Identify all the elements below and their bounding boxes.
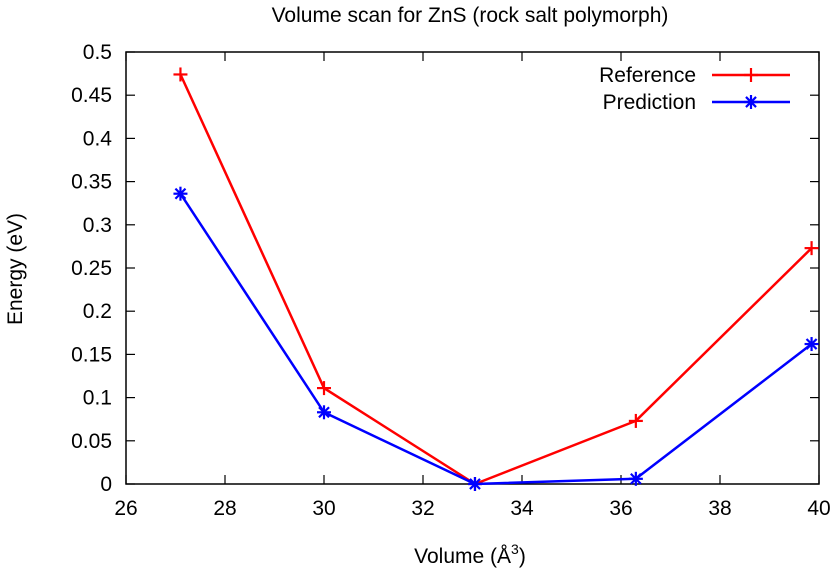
x-tick-label: 36 xyxy=(609,497,632,520)
y-tick-label: 0.45 xyxy=(71,84,112,107)
prediction-marker-d2 xyxy=(805,338,818,350)
legend-label-reference: Reference xyxy=(599,64,696,87)
x-tick-label: 34 xyxy=(510,497,534,520)
prediction-marker-d2 xyxy=(174,187,187,200)
prediction-marker-d2 xyxy=(318,406,330,419)
prediction-line xyxy=(179,193,813,486)
reference-point xyxy=(173,67,188,82)
prediction-point xyxy=(467,477,482,491)
prediction-point xyxy=(804,337,819,352)
y-tick-label: 0.1 xyxy=(83,387,112,410)
reference-point xyxy=(804,241,819,256)
y-tick-label: 0 xyxy=(100,473,112,496)
x-tick-label: 26 xyxy=(114,497,137,520)
x-tick-label: 38 xyxy=(708,497,731,520)
legend: Reference Prediction xyxy=(599,64,790,114)
y-tick-label: 0.05 xyxy=(71,430,112,453)
legend-marker-prediction-d2 xyxy=(745,96,757,108)
reference-line xyxy=(179,73,813,486)
y-tick-label: 0.4 xyxy=(83,127,113,150)
reference-series xyxy=(173,67,819,491)
y-tick-label: 0.15 xyxy=(71,343,112,366)
x-tick-label: 28 xyxy=(213,497,236,520)
y-tick-label: 0.25 xyxy=(71,257,112,280)
y-axis-label: Energy (eV) xyxy=(4,213,27,325)
y-tick-label: 0.5 xyxy=(83,41,112,64)
prediction-point xyxy=(628,471,643,486)
reference-point xyxy=(317,381,331,396)
x-axis-label: Volume (Å3) xyxy=(414,541,526,568)
series-layer xyxy=(173,67,819,491)
y-axis-ticks: 0 0.05 0.1 0.15 0.2 0.25 0.3 0.35 0.4 0.45 0.5 xyxy=(71,41,819,496)
x-axis-label-main: Volume (Å xyxy=(414,545,511,568)
legend-marker-reference xyxy=(744,68,758,82)
prediction-series xyxy=(173,186,819,491)
reference-point xyxy=(628,413,643,428)
prediction-marker-d2 xyxy=(630,472,642,485)
legend-label-prediction: Prediction xyxy=(603,91,696,114)
legend-marker-prediction xyxy=(744,95,758,109)
x-axis-ticks: 26 28 30 32 34 36 38 40 xyxy=(114,52,831,520)
prediction-point xyxy=(317,405,331,420)
y-tick-label: 0.2 xyxy=(83,300,112,323)
x-tick-label: 32 xyxy=(411,497,434,520)
x-tick-label: 40 xyxy=(807,497,830,520)
x-axis-label-close: ) xyxy=(519,545,526,568)
chart-title: Volume scan for ZnS (rock salt polymorph… xyxy=(272,4,669,27)
x-tick-label: 30 xyxy=(312,497,335,520)
y-tick-label: 0.3 xyxy=(83,214,112,237)
x-axis-label-superscript: 3 xyxy=(511,541,519,557)
prediction-marker-d2 xyxy=(469,478,481,490)
y-tick-label: 0.35 xyxy=(71,171,112,194)
prediction-point xyxy=(173,186,188,201)
